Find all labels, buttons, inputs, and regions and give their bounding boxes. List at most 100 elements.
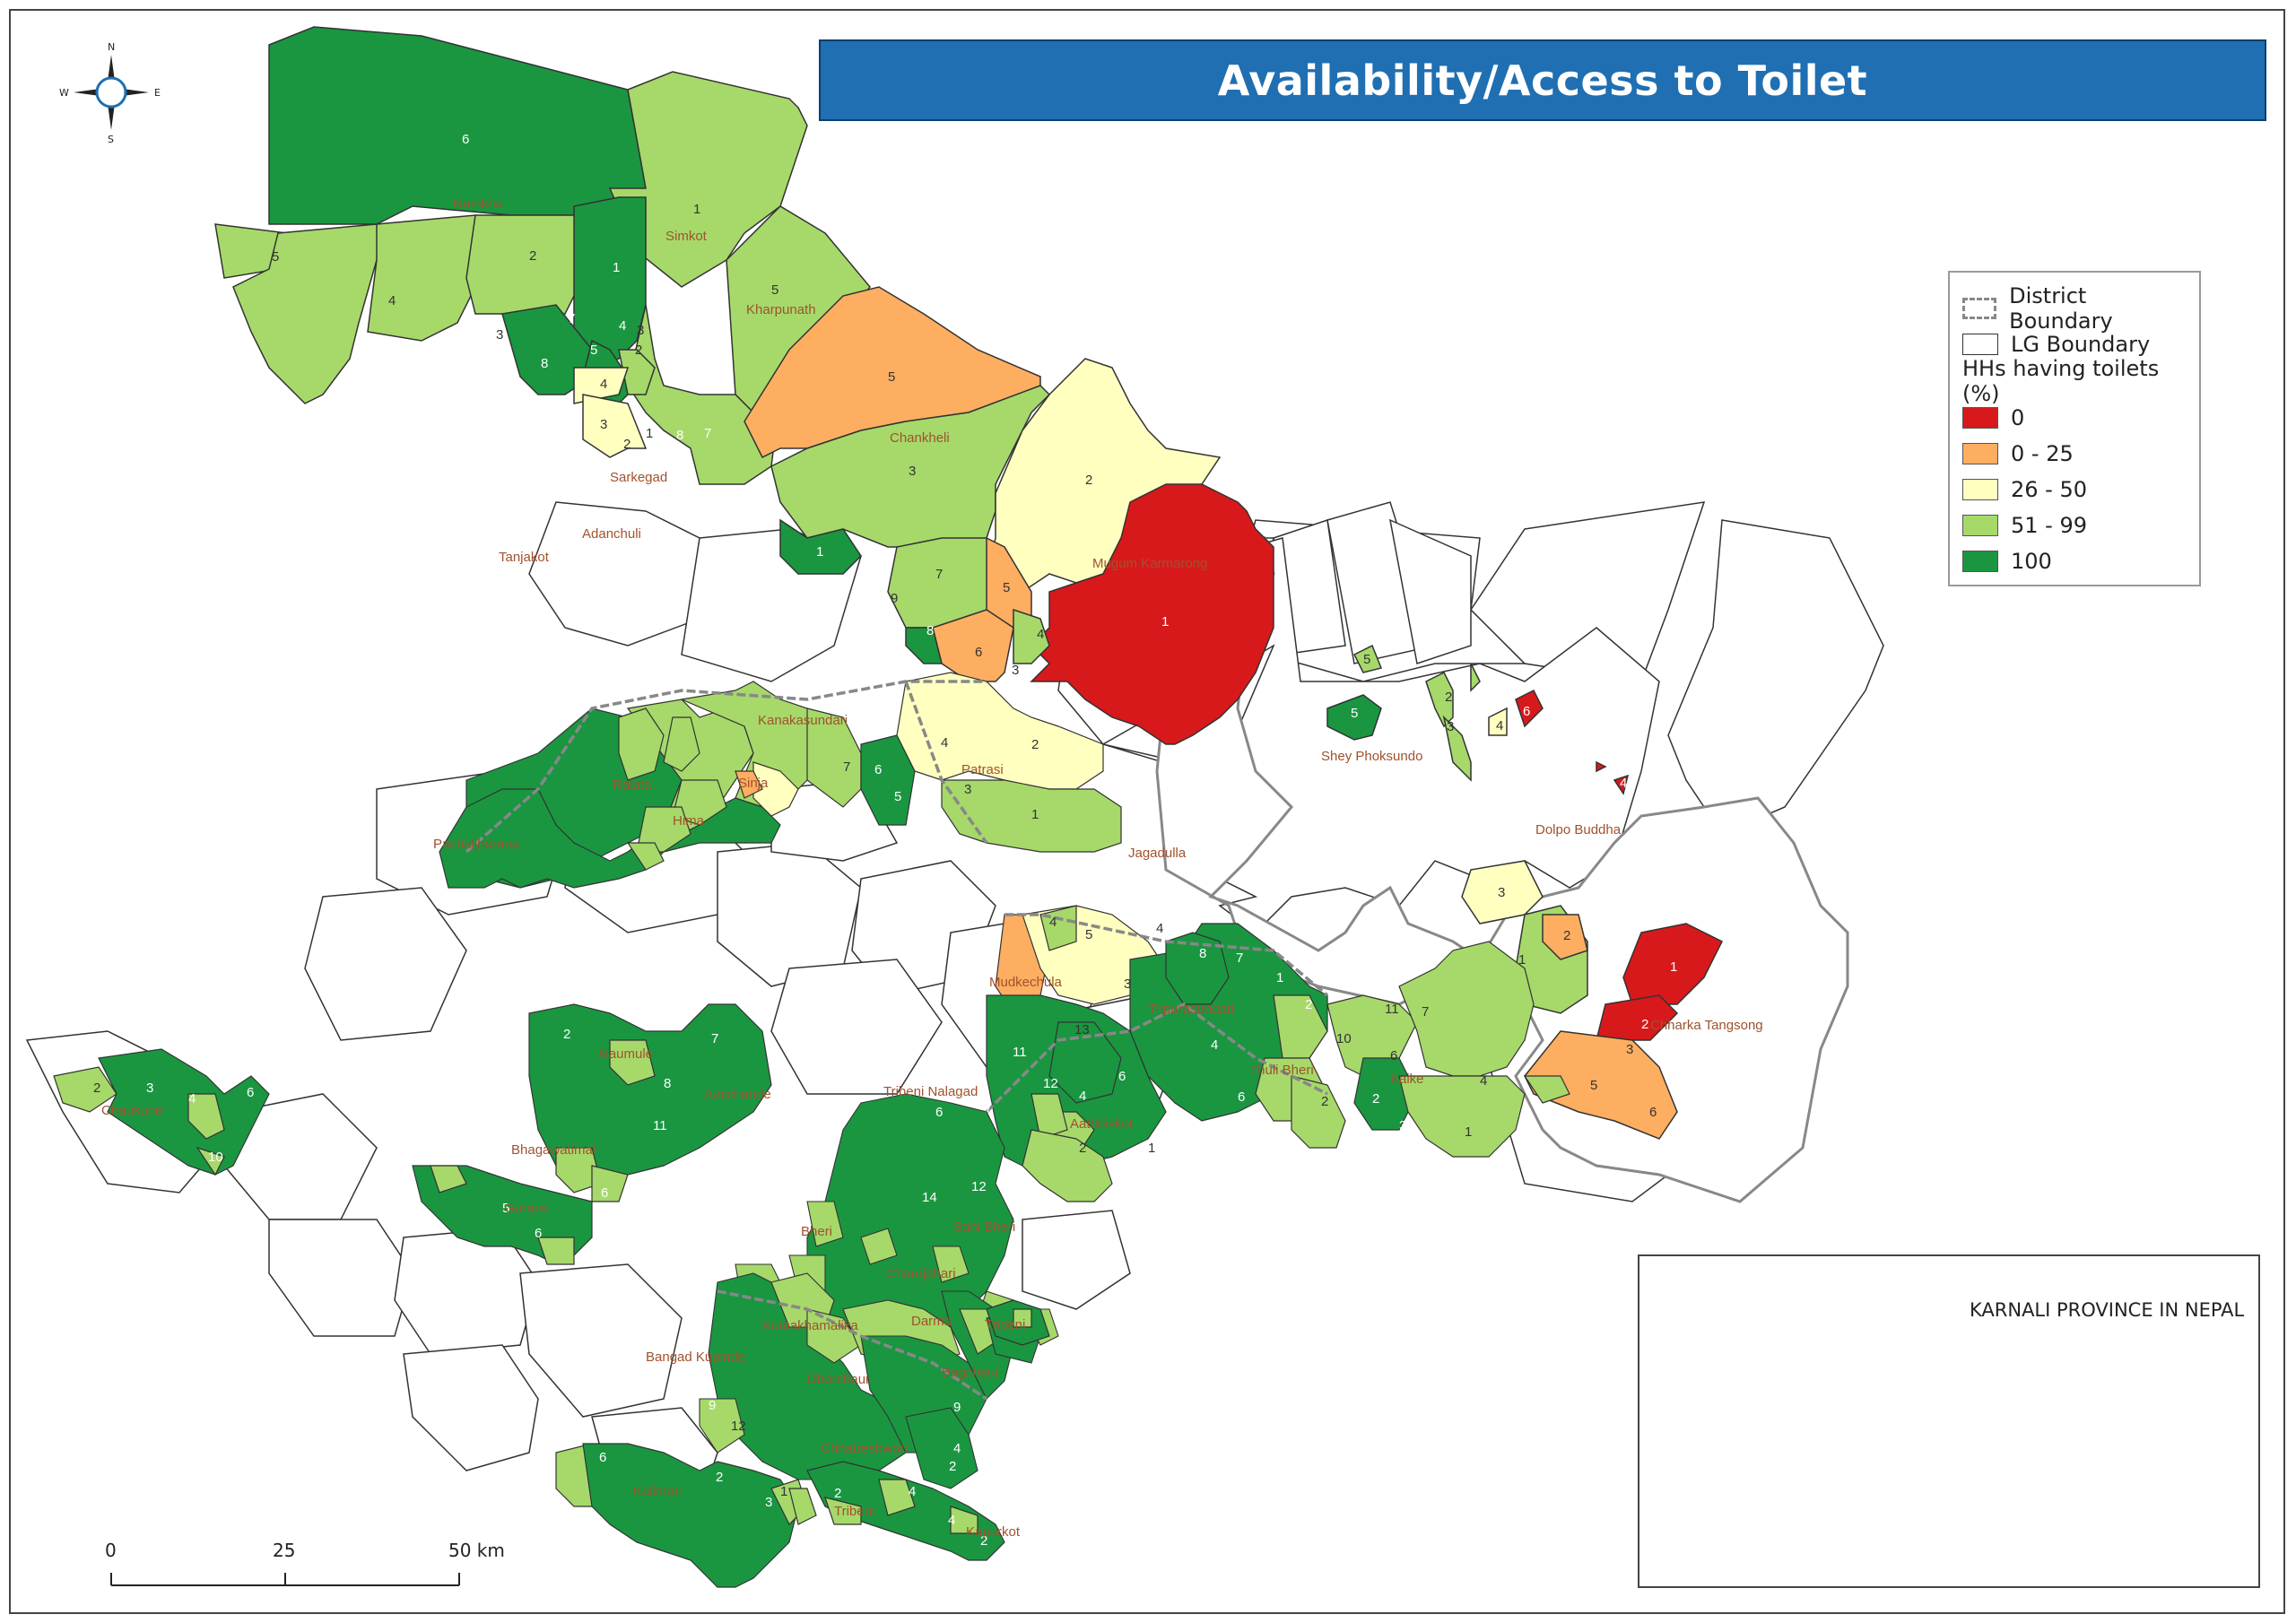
area-number: 4 [1079,1089,1086,1104]
area-number: 4 [953,1441,961,1456]
lg-area-0 [1515,689,1544,728]
area-number: 8 [541,356,548,371]
area-number: 2 [1305,997,1312,1012]
area-number: 3 [909,464,916,479]
area-number: 11 [1385,1002,1399,1017]
area-number: 3 [1012,663,1019,678]
area-number: 7 [1236,950,1243,966]
area-number: 7 [985,1100,992,1115]
lg-area-99 [196,1146,225,1176]
place-label: Shey Phoksundo [1321,749,1422,764]
area-number: 2 [623,437,631,452]
place-label: Chaukune [101,1103,162,1118]
place-label: Bheri [801,1224,832,1239]
legend-label: 100 [2011,549,2052,574]
legend-class-100: 100 [1962,543,2187,579]
lg-area-100 [779,518,862,575]
area-number: 4 [1480,1073,1487,1089]
place-label: Kapurkot [966,1524,1021,1540]
area-number: 5 [1590,1078,1597,1093]
area-number: 5 [888,369,895,385]
place-label: Chankheli [890,430,950,446]
place-label: Mugum Karmarong [1092,556,1207,571]
area-number: 2 [93,1081,100,1096]
mugu-district [779,358,1274,745]
kalikot-cluster [439,707,799,889]
place-label: Jagadulla [1128,846,1187,861]
lg-area-0 [1596,994,1679,1041]
area-number: 6 [1649,1105,1657,1120]
lg-area-99 [537,1237,575,1265]
area-number: 10 [1003,1161,1018,1176]
lg-area-99 [950,1506,978,1534]
lg-area-99 [941,779,1122,853]
area-number: 3 [496,327,503,343]
place-label: Dolpo Buddha [1535,822,1622,838]
area-number: 1 [646,426,653,441]
area-number: 5 [1003,580,1010,595]
area-number: 6 [1523,704,1530,719]
scale-tick-25: 25 [273,1540,296,1561]
place-label: Chhatreshwori [821,1441,908,1456]
place-label: Mudkechula [989,975,1063,990]
area-number: 5 [894,789,901,804]
lg-area-white [519,1263,683,1418]
area-number: 8 [676,428,683,443]
place-label: Tribeni [834,1504,874,1519]
lg-area-0 [1596,760,1607,773]
area-number: 8 [1199,946,1206,961]
dailekh-cluster [528,1003,772,1202]
lg-area-25 [735,770,763,799]
area-number: 2 [1321,1094,1328,1109]
scale-tick-50: 50 km [448,1540,505,1561]
area-number: 1 [1465,1124,1472,1140]
lg-area-99 [591,1165,629,1202]
place-name-labels: Namkha Simkot Kharpunath Chankheli Sarke… [101,196,1763,1540]
area-number: 12 [731,1419,746,1434]
place-label: Kaike [1390,1072,1424,1087]
area-number: 9 [891,591,898,606]
lg-area-99 [788,1488,817,1525]
legend-district-boundary: District Boundary [1962,283,2187,334]
place-label: Aathbiskot [1070,1116,1134,1132]
area-number: 3 [146,1081,153,1096]
area-number: 5 [1363,652,1370,667]
area-number: 11 [1013,1045,1027,1060]
legend-class-51-99: 51 - 99 [1962,508,2187,543]
area-number: 4 [909,1484,916,1499]
area-number: 5 [1085,927,1092,942]
legend-label: LG Boundary [2011,332,2151,357]
lg-area-white [403,1344,539,1471]
place-label: Dhorchaur [807,1372,870,1387]
lg-area-25 [1524,1030,1678,1140]
lg-area-99 [1013,1308,1032,1328]
area-number: 6 [874,762,882,777]
lg-area-white [268,1219,413,1337]
place-label: Kharpunath [746,302,816,317]
area-number: 6 [1118,1069,1126,1084]
map-frame [9,9,2285,1614]
lg-area-99 [1470,663,1481,692]
lg-area-99 [806,1308,862,1364]
legend-class-0: 0 [1962,400,2187,436]
lg-area-100 [905,1407,978,1489]
lg-area-25 [932,609,1014,682]
lg-area-99 [663,716,700,772]
lg-area-0 [1622,923,1724,1005]
area-number: 6 [247,1085,254,1100]
class-swatch [1962,479,1998,500]
lg-area-99 [53,1066,117,1113]
area-number: 6 [601,1185,608,1201]
area-number: 4 [941,735,948,751]
lg-area-100 [905,627,943,664]
lg-area-99 [806,1201,844,1247]
legend-label: 26 - 50 [2011,477,2087,502]
area-number: 1 [1148,1141,1155,1156]
area-number: 4 [1037,627,1044,642]
lg-area-white [770,959,943,1095]
area-number: 3 [964,782,971,797]
place-label: Hima [673,813,705,829]
place-label: Patrasi [961,762,1004,777]
area-number: 2 [635,343,642,358]
area-number: 3 [1498,885,1505,900]
